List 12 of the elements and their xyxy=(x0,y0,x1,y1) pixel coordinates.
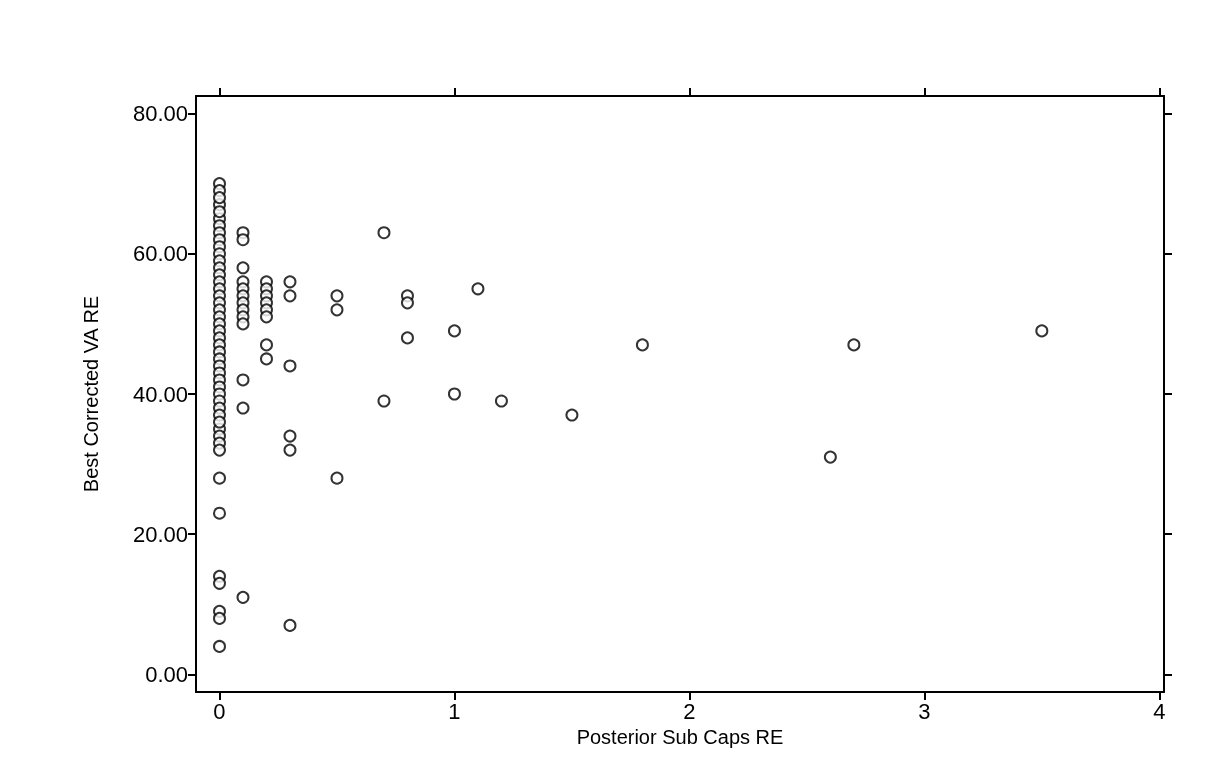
x-tick-label: 1 xyxy=(448,698,461,724)
x-tick-label: 2 xyxy=(683,698,696,724)
y-tick-label: 40.00 xyxy=(132,381,188,407)
y-tick-label: 0.00 xyxy=(145,661,188,687)
y-tick-label: 60.00 xyxy=(132,241,188,267)
y-tick-label: 80.00 xyxy=(132,101,188,127)
x-axis-title: Posterior Sub Caps RE xyxy=(576,725,784,748)
x-tick-label: 0 xyxy=(213,698,226,724)
y-tick-label: 20.00 xyxy=(132,521,188,547)
x-tick-label: 4 xyxy=(1153,698,1166,724)
y-axis-title: Best Corrected VA RE xyxy=(80,295,102,493)
x-tick-label: 3 xyxy=(918,698,931,724)
